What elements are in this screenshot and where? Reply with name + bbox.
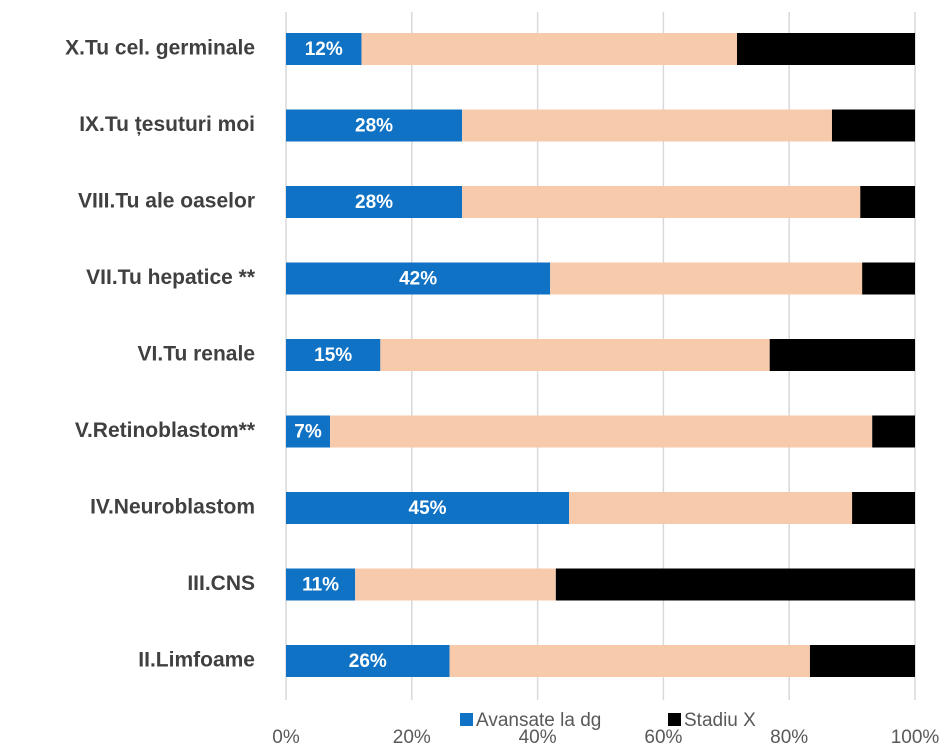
legend-label: Avansate la dg [476, 710, 601, 731]
bar-segment [852, 492, 915, 524]
bar-segment [286, 568, 356, 601]
value-label: 26% [349, 651, 387, 672]
value-label: 7% [294, 422, 322, 443]
legend-swatch [460, 713, 473, 726]
bar-segment [736, 33, 915, 65]
x-tick-label: 80% [770, 727, 808, 746]
bar-segment [330, 415, 873, 448]
x-tick-label: 20% [393, 727, 431, 746]
category-label: VII.Tu hepatice ** [86, 266, 256, 289]
bar-segment [380, 339, 770, 371]
bar-segment [862, 262, 915, 295]
bar-segment [555, 568, 915, 601]
bar-segment [860, 186, 915, 218]
category-label: II.Limfoame [138, 649, 255, 672]
bar-segment [361, 33, 737, 65]
category-label: VIII.Tu ale oaselor [78, 190, 255, 213]
x-tick-label: 40% [519, 727, 557, 746]
bar-segment [286, 492, 570, 524]
x-tick-label: 60% [644, 727, 682, 746]
category-label: IV.Neuroblastom [90, 496, 255, 519]
category-label: V.Retinoblastom** [75, 419, 256, 442]
bar-segment [286, 645, 450, 677]
category-label: X.Tu cel. germinale [65, 37, 255, 60]
legend-label: Stadiu X [684, 710, 756, 731]
value-label: 12% [305, 39, 343, 60]
bar-segment [286, 339, 381, 371]
value-label: 11% [302, 575, 339, 596]
value-label: 15% [314, 345, 352, 366]
category-label: IX.Tu țesuturi moi [79, 113, 255, 136]
value-label: 28% [355, 192, 393, 213]
category-label: III.CNS [187, 572, 255, 595]
bar-segment [831, 109, 915, 142]
bar-segment [462, 186, 861, 218]
bar-segment [769, 339, 915, 371]
bar-segment [286, 109, 463, 142]
value-label: 45% [409, 498, 447, 519]
bar-segment [286, 262, 551, 295]
bar-segment [550, 262, 863, 295]
x-tick-label: 100% [891, 727, 940, 746]
category-label: VI.Tu renale [138, 343, 255, 366]
value-label: 28% [355, 116, 393, 137]
legend-swatch [668, 713, 681, 726]
bar-segment [462, 109, 832, 142]
bar-segment [286, 186, 463, 218]
bar-segment [809, 645, 915, 677]
bar-segment [569, 492, 853, 524]
x-tick-label: 0% [272, 727, 300, 746]
value-label: 42% [399, 269, 437, 290]
bar-segment [872, 415, 915, 448]
bar-segment [286, 415, 331, 448]
bar-segment [286, 33, 362, 65]
bar-segment [355, 568, 556, 601]
bar-segment [449, 645, 810, 677]
